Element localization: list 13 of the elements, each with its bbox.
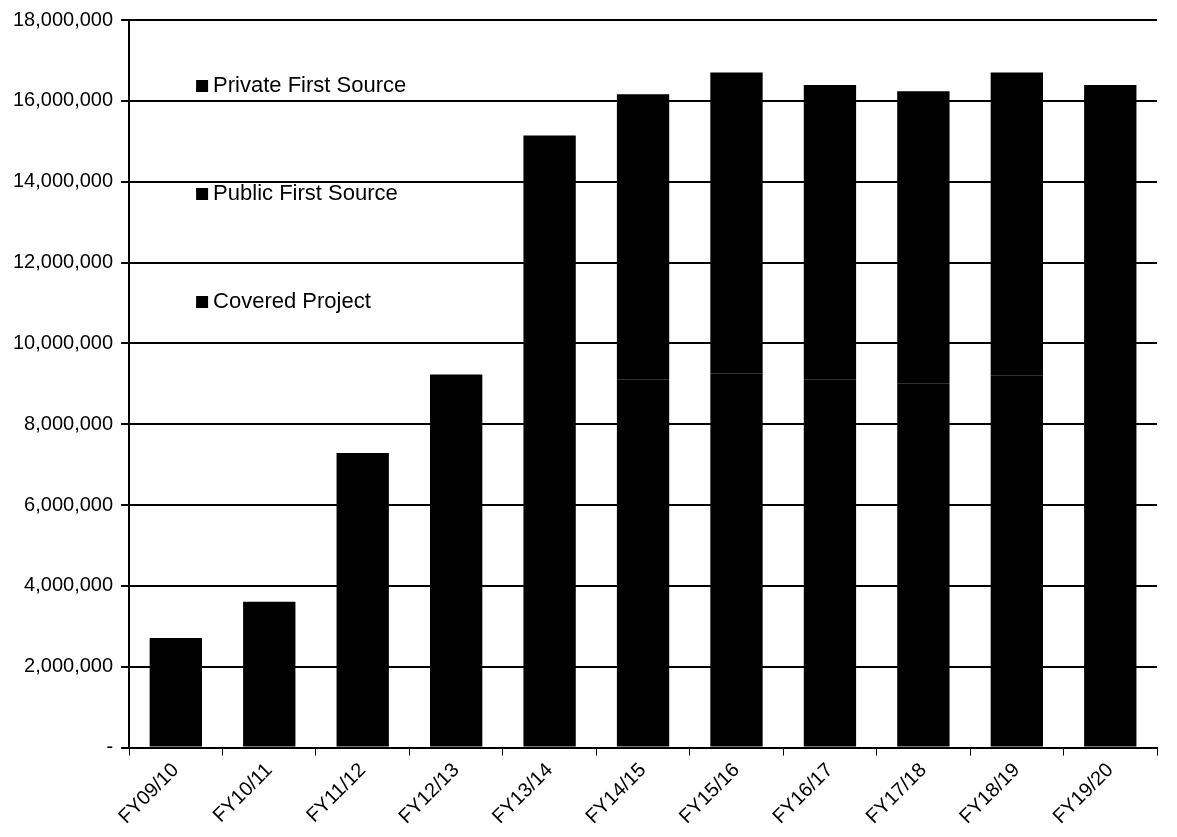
y-tick-label: 8,000,000	[24, 411, 114, 434]
y-tick-label: 12,000,000	[12, 250, 114, 273]
y-tick-label: 4,000,000	[24, 573, 114, 596]
y-tick-label: 6,000,000	[24, 492, 114, 515]
legend-label: Private First Source	[213, 72, 407, 98]
y-tick-label: -	[106, 735, 114, 758]
y-tick-label: 18,000,000	[12, 7, 114, 30]
legend-label: Public First Source	[213, 180, 398, 206]
y-tick-label: 16,000,000	[12, 88, 114, 111]
y-tick-label: 14,000,000	[12, 169, 114, 192]
y-tick-label: 10,000,000	[12, 330, 114, 353]
legend-label: Covered Project	[213, 288, 371, 314]
y-tick-label: 2,000,000	[24, 654, 114, 677]
